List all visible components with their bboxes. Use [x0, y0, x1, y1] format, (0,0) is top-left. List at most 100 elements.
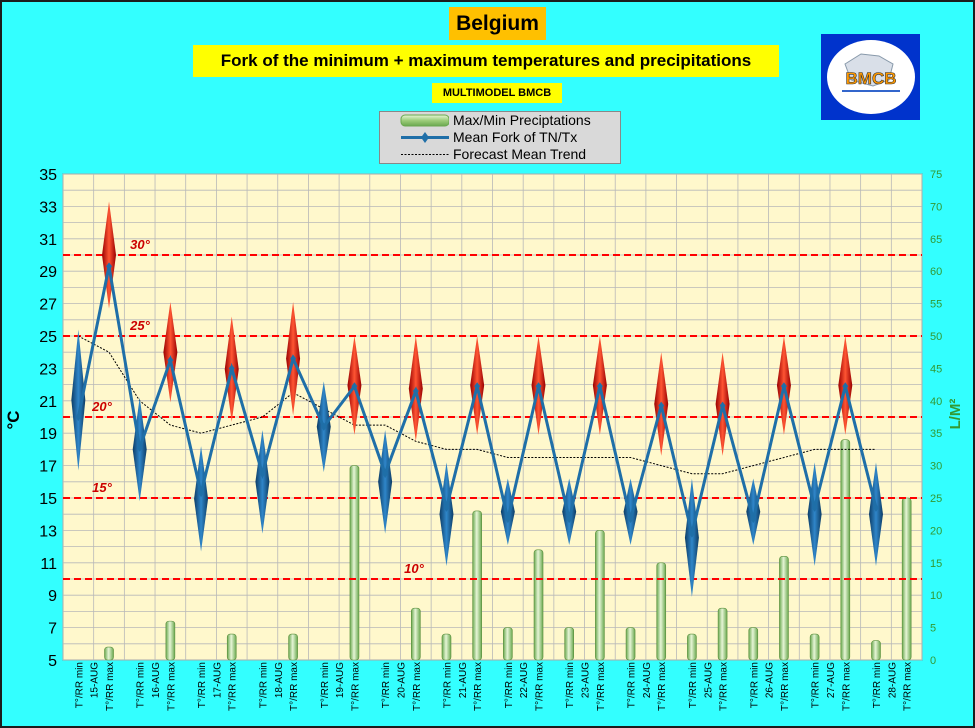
- mean-fork-point: [136, 443, 143, 452]
- x-category-label: T°/RR min: [811, 662, 822, 708]
- y2-tick-label: 45: [930, 363, 942, 375]
- chart-title: Belgium: [449, 7, 546, 40]
- precip-bar: [840, 439, 851, 661]
- y-tick-label: 27: [39, 297, 57, 314]
- precip-bar: [779, 556, 789, 661]
- y2-tick-label: 55: [930, 299, 942, 311]
- mean-fork-point: [167, 356, 174, 365]
- y-tick-label: 21: [39, 394, 57, 411]
- bmcb-logo: BMCB: [821, 34, 920, 120]
- x-category-label: T°/RR min: [749, 662, 760, 708]
- x-category-label: T°/RR max: [841, 662, 852, 711]
- x-category-label: T°/RR max: [228, 662, 239, 711]
- y2-tick-label: 5: [930, 623, 936, 635]
- mean-fork-point: [535, 382, 542, 391]
- y-axis-label: °C: [4, 410, 23, 429]
- y-tick-label: 7: [48, 621, 57, 638]
- mean-fork-point: [658, 401, 665, 410]
- chart-subtitle: Fork of the minimum + maximum temperatur…: [193, 45, 779, 77]
- x-category-label: T°/RR max: [105, 662, 116, 711]
- x-category-label: T°/RR min: [320, 662, 331, 708]
- legend-mean-label: Mean Fork of TN/Tx: [453, 129, 578, 145]
- x-date-label: 18-AUG: [274, 662, 285, 698]
- y2-tick-label: 60: [930, 266, 942, 278]
- x-category-label: T°/RR min: [74, 662, 85, 708]
- x-date-label: 23-AUG: [581, 662, 592, 698]
- x-category-label: T°/RR max: [412, 662, 423, 711]
- y-tick-label: 35: [39, 167, 57, 184]
- mean-fork-point: [75, 413, 82, 421]
- x-date-label: 22-AUG: [519, 662, 530, 698]
- y2-tick-label: 70: [930, 201, 942, 213]
- x-category-label: T°/RR max: [780, 662, 791, 711]
- x-category-label: T°/RR min: [197, 662, 208, 708]
- precip-bar: [533, 549, 544, 661]
- y2-tick-label: 75: [930, 169, 942, 181]
- precip-bar: [564, 627, 574, 661]
- y2-axis-label: L/M²: [947, 399, 964, 430]
- x-category-label: T°/RR min: [565, 662, 576, 708]
- model-label: MULTIMODEL BMCB: [432, 83, 562, 103]
- precip-bar: [349, 465, 360, 661]
- x-date-label: 19-AUG: [335, 662, 346, 698]
- y-tick-label: 11: [40, 556, 57, 573]
- y-tick-label: 25: [39, 329, 57, 346]
- x-date-label: 15-AUG: [90, 662, 101, 698]
- y-tick-label: 15: [39, 491, 57, 508]
- y2-tick-label: 10: [930, 590, 942, 602]
- precip-bar: [165, 620, 176, 661]
- x-date-label: 20-AUG: [396, 662, 407, 698]
- mean-fork-point: [412, 387, 419, 396]
- x-date-label: 25-AUG: [703, 662, 714, 698]
- mean-fork-point: [290, 354, 297, 363]
- legend-item-trend: Forecast Mean Trend: [380, 146, 620, 163]
- y-tick-label: 9: [48, 588, 57, 605]
- x-date-label: 21-AUG: [458, 662, 469, 698]
- x-category-label: T°/RR min: [688, 662, 699, 708]
- precip-bar: [411, 607, 421, 661]
- mean-fork-point: [228, 364, 235, 373]
- logo-text: BMCB: [846, 69, 897, 88]
- mean-fork-point: [351, 382, 358, 391]
- threshold-label: 15°: [92, 480, 112, 495]
- precip-bar: [625, 627, 636, 661]
- mean-line-legend-icon: [401, 132, 449, 143]
- min-temp-spike: [684, 478, 699, 597]
- legend-trend-label: Forecast Mean Trend: [453, 146, 587, 162]
- mean-fork-point: [842, 382, 849, 391]
- y2-tick-label: 30: [930, 461, 942, 473]
- precip-bar: [656, 562, 667, 661]
- y-tick-label: 19: [39, 426, 57, 443]
- mean-fork-point: [106, 262, 113, 271]
- precip-bar: [687, 633, 697, 661]
- x-date-label: 26-AUG: [765, 662, 776, 698]
- precip-bar: [809, 633, 820, 661]
- threshold-label: 30°: [130, 237, 150, 252]
- threshold-label: 10°: [404, 561, 424, 576]
- mean-fork-point: [259, 469, 266, 478]
- precip-bar: [871, 640, 881, 661]
- precip-bar: [595, 530, 605, 661]
- x-category-label: T°/RR max: [473, 662, 484, 711]
- x-category-label: T°/RR min: [627, 662, 638, 708]
- trend-line-legend-icon: [401, 154, 449, 155]
- x-category-label: T°/RR min: [136, 662, 147, 708]
- legend-precip-label: Max/Min Preciptations: [453, 112, 591, 128]
- x-category-label: T°/RR min: [442, 662, 453, 708]
- min-temp-spike: [378, 429, 393, 534]
- y2-tick-label: 35: [930, 428, 942, 440]
- x-category-label: T°/RR max: [596, 662, 607, 711]
- y-tick-label: 13: [39, 523, 57, 540]
- legend-item-precip: Max/Min Preciptations: [380, 112, 620, 129]
- y-tick-label: 33: [39, 199, 57, 216]
- y-tick-label: 23: [39, 361, 57, 378]
- mean-fork-point: [596, 382, 603, 391]
- x-category-label: T°/RR max: [350, 662, 361, 711]
- y-tick-label: 5: [48, 653, 57, 670]
- mean-fork-point: [382, 469, 389, 478]
- logo-underline: [842, 90, 900, 92]
- mean-fork-point: [474, 382, 481, 391]
- x-category-label: T°/RR min: [872, 662, 883, 708]
- mean-fork-point: [780, 382, 787, 391]
- min-temp-spike: [500, 478, 515, 545]
